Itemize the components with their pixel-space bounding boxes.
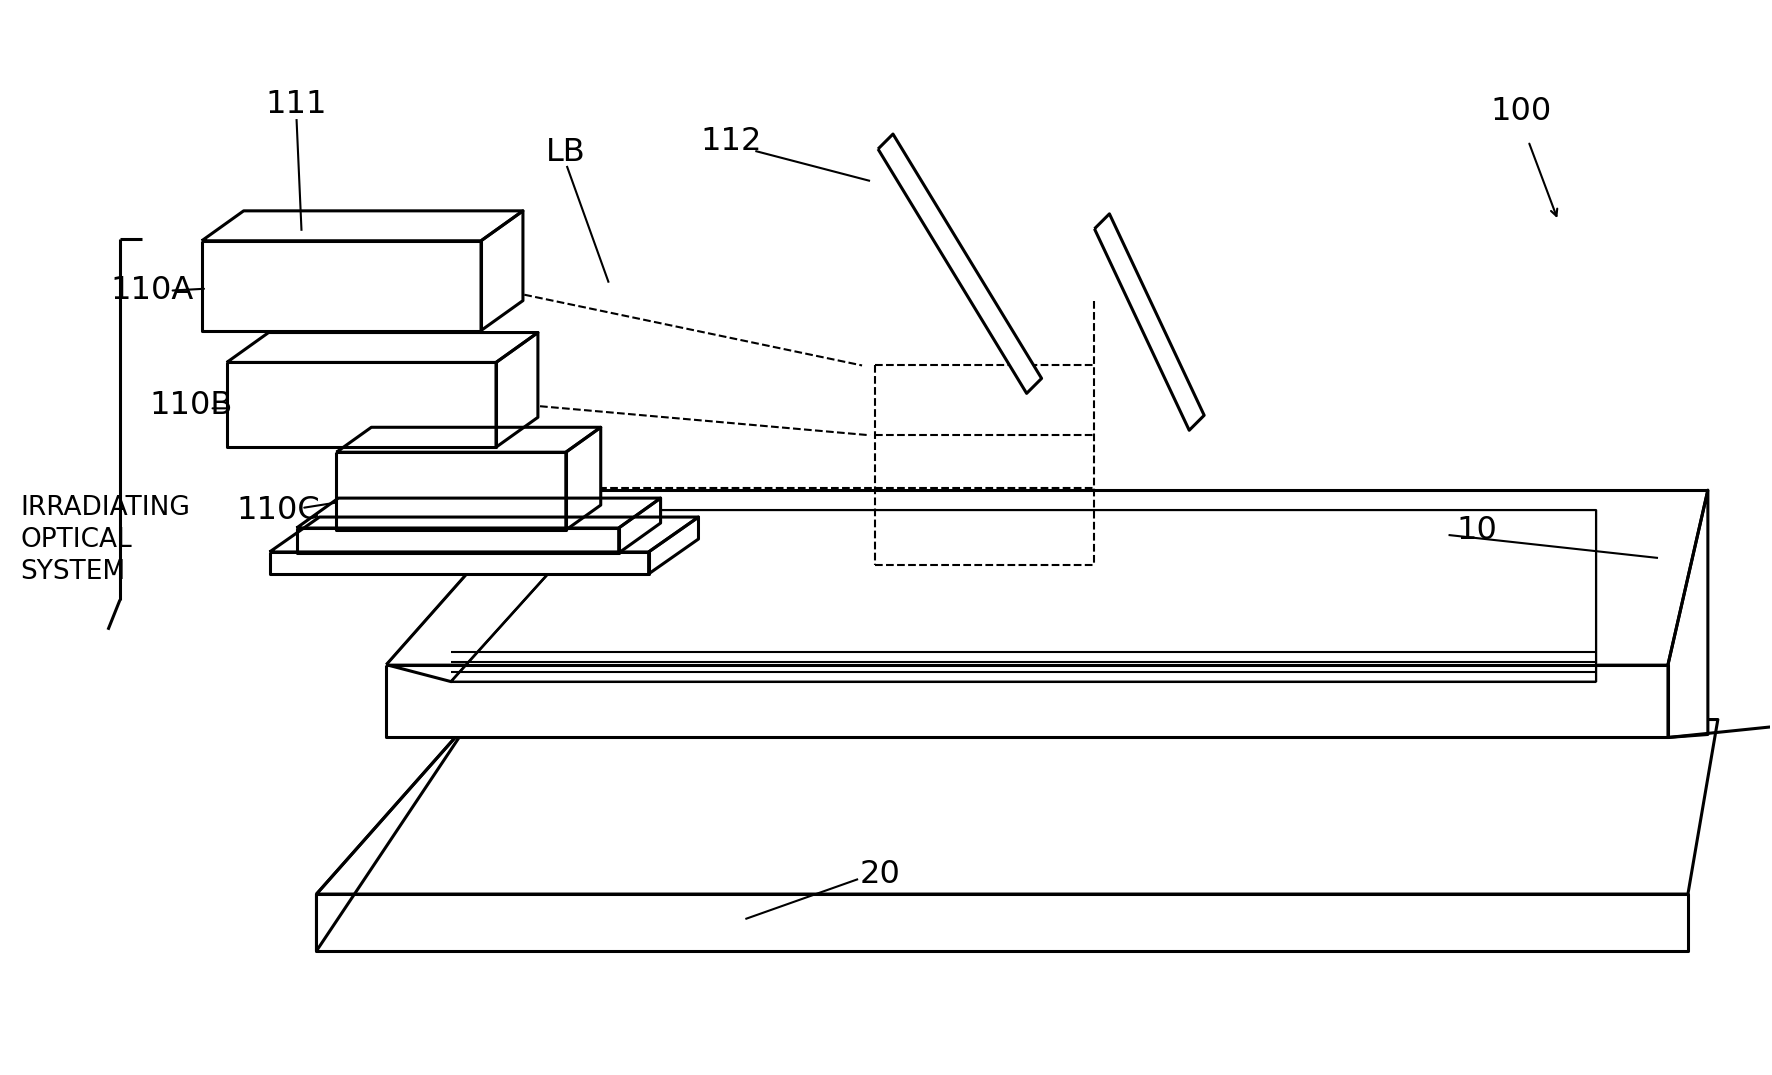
Polygon shape <box>296 498 661 528</box>
Polygon shape <box>496 332 539 447</box>
Text: IRRADIATING: IRRADIATING <box>19 496 190 521</box>
Text: 112: 112 <box>700 126 762 157</box>
Polygon shape <box>296 528 618 553</box>
Polygon shape <box>317 894 1689 951</box>
Polygon shape <box>386 490 1708 664</box>
Polygon shape <box>202 211 523 241</box>
Text: LB: LB <box>546 138 585 169</box>
Text: OPTICAL: OPTICAL <box>19 527 131 553</box>
Polygon shape <box>202 241 480 330</box>
Text: 110A: 110A <box>110 275 193 306</box>
Polygon shape <box>386 490 606 682</box>
Polygon shape <box>1095 214 1205 430</box>
Polygon shape <box>649 517 698 574</box>
Polygon shape <box>565 427 601 530</box>
Text: 20: 20 <box>859 859 900 890</box>
Polygon shape <box>227 362 496 447</box>
Polygon shape <box>337 453 565 530</box>
Polygon shape <box>618 498 661 553</box>
Text: SYSTEM: SYSTEM <box>19 559 126 585</box>
Polygon shape <box>317 719 1717 894</box>
Polygon shape <box>480 211 523 330</box>
Text: 111: 111 <box>266 88 328 119</box>
Text: 110C: 110C <box>237 494 321 526</box>
Polygon shape <box>317 719 471 951</box>
Text: 10: 10 <box>1457 515 1497 545</box>
Polygon shape <box>452 510 1597 682</box>
Polygon shape <box>337 427 601 453</box>
Polygon shape <box>227 332 539 362</box>
Polygon shape <box>386 664 1667 737</box>
Polygon shape <box>269 517 698 551</box>
Text: 100: 100 <box>1490 96 1552 127</box>
Polygon shape <box>269 551 649 574</box>
Polygon shape <box>877 134 1042 393</box>
Text: 110B: 110B <box>151 390 234 420</box>
Polygon shape <box>1667 490 1708 737</box>
